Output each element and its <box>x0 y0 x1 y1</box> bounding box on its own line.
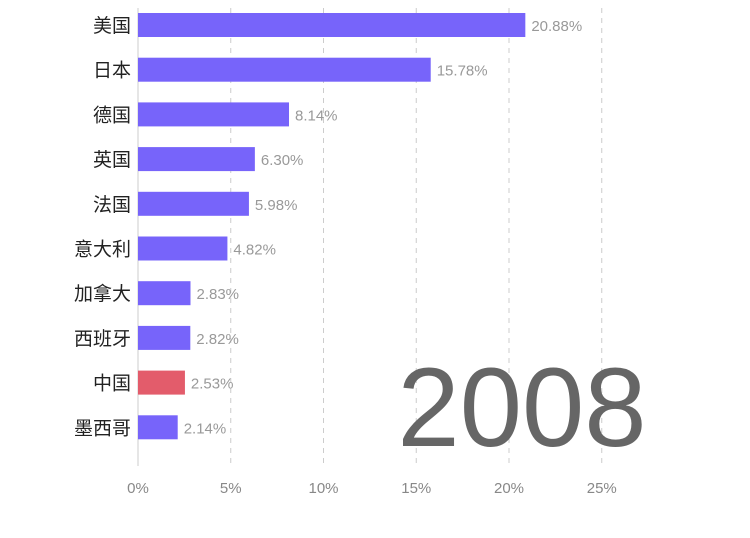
value-label: 20.88% <box>531 18 582 35</box>
category-label: 墨西哥 <box>74 417 131 439</box>
bar <box>138 415 178 440</box>
value-label: 8.14% <box>295 107 338 124</box>
value-label: 4.82% <box>233 242 276 259</box>
category-label: 意大利 <box>74 239 131 261</box>
x-axis-ticks: 0% 5% 10% 15% 20% 25% <box>127 480 617 497</box>
bar <box>138 57 431 82</box>
x-tick-label: 15% <box>401 480 431 497</box>
category-label: 日本 <box>93 60 131 82</box>
bar <box>138 370 185 395</box>
bar <box>138 191 249 216</box>
bar <box>138 281 191 306</box>
category-label: 德国 <box>93 104 131 126</box>
value-label: 2.82% <box>196 331 239 348</box>
bar <box>138 102 289 127</box>
category-label: 美国 <box>93 15 131 37</box>
value-label: 2.83% <box>196 286 239 303</box>
year-label: 2008 <box>397 345 646 470</box>
x-tick-label: 20% <box>494 480 524 497</box>
category-label: 加拿大 <box>74 282 131 305</box>
value-label: 2.14% <box>184 420 227 437</box>
x-tick-label: 0% <box>127 480 149 497</box>
value-label: 6.30% <box>261 152 304 169</box>
x-tick-label: 5% <box>220 480 242 497</box>
x-tick-label: 10% <box>308 480 338 497</box>
bar <box>138 13 526 37</box>
value-label: 15.78% <box>437 63 488 80</box>
category-label: 西班牙 <box>74 328 131 350</box>
bars <box>138 13 526 440</box>
bar <box>138 325 191 350</box>
category-label: 法国 <box>93 194 131 216</box>
category-label: 英国 <box>93 149 131 171</box>
value-label: 2.53% <box>191 376 234 393</box>
labels: 美国 20.88% 日本 15.78% 德国 8.14% 英国 6.30% 法国 5.98% 意大利… <box>74 15 582 439</box>
category-label: 中国 <box>93 373 131 395</box>
bar <box>138 147 255 172</box>
value-label: 5.98% <box>255 197 298 214</box>
x-tick-label: 25% <box>587 480 617 497</box>
bar <box>138 236 228 261</box>
